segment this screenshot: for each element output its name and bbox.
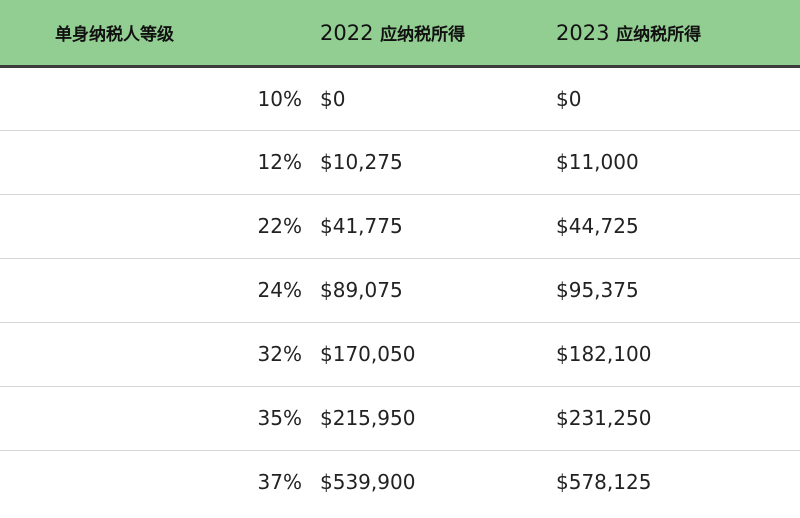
level-cell [0, 194, 190, 259]
rate-cell: 32% [190, 322, 314, 387]
rate-cell: 10% [190, 66, 314, 131]
income-2023-cell: $0 [550, 66, 800, 131]
level-cell [0, 130, 190, 195]
header-2023-taxable-income: 2023 应纳税所得 [550, 0, 800, 68]
table-row: 12% $10,275 $11,000 [0, 130, 800, 195]
table-row: 10% $0 $0 [0, 66, 800, 131]
income-2023-cell: $578,125 [556, 470, 652, 495]
table-body: 10% $0 $0 12% $10,275 $11,000 22% $41,77… [0, 66, 800, 514]
level-cell [0, 322, 190, 387]
header-2023-year: 2023 [556, 20, 610, 45]
level-cell [0, 386, 190, 451]
table-row: 35% $215,950 $231,250 [0, 386, 800, 451]
header-2022-taxable-income: 2022 应纳税所得 [314, 0, 550, 68]
income-2022-cell: $41,775 [314, 194, 550, 259]
income-2023-cell: $182,100 [550, 322, 800, 387]
header-2022-label: 应纳税所得 [380, 24, 466, 45]
income-2022-cell: $0 [314, 66, 550, 131]
header-rate [190, 0, 314, 68]
header-filer-level: 单身纳税人等级 [0, 0, 190, 68]
level-cell [0, 258, 190, 323]
level-cell [0, 450, 190, 514]
table-header: 单身纳税人等级 2022 应纳税所得 2023 应纳税所得 [0, 0, 800, 68]
table-row: 22% $41,775 $44,725 [0, 194, 800, 259]
income-2022-cell: $170,050 [314, 322, 550, 387]
header-row: 单身纳税人等级 2022 应纳税所得 2023 应纳税所得 [0, 0, 800, 68]
level-cell [0, 66, 190, 131]
income-2023-cell: $11,000 [550, 130, 800, 195]
rate-cell: 24% [190, 258, 314, 323]
table-row: 24% $89,075 $95,375 [0, 258, 800, 323]
header-2023-label: 应纳税所得 [616, 24, 702, 45]
rate-cell: 35% [190, 386, 314, 451]
income-2023-cell: $44,725 [550, 194, 800, 259]
rate-cell: 22% [190, 194, 314, 259]
income-2022-cell: $215,950 [314, 386, 550, 451]
income-2022-cell: $10,275 [314, 130, 550, 195]
income-2023-cell: $95,375 [550, 258, 800, 323]
rate-cell: 37% [257, 470, 302, 495]
table-row: 37% $539,900 $578,125 [0, 450, 800, 514]
income-2022-cell: $539,900 [320, 470, 416, 495]
rate-cell: 12% [190, 130, 314, 195]
income-2023-cell: $231,250 [550, 386, 800, 451]
header-2022-year: 2022 [320, 20, 374, 45]
income-2022-cell: $89,075 [314, 258, 550, 323]
table-row: 32% $170,050 $182,100 [0, 322, 800, 387]
